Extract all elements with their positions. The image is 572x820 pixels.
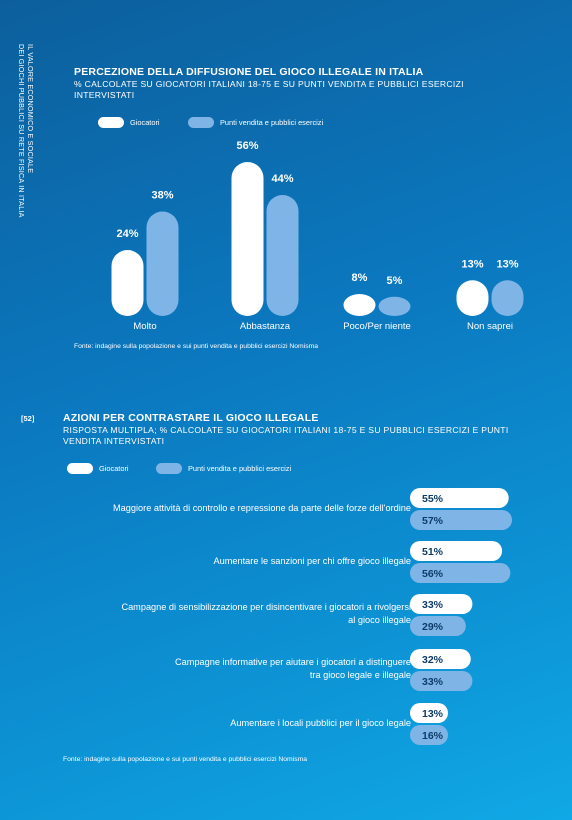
chart2-bar-giocatori-1 [410, 488, 509, 508]
chart2-legend-label-2: Punti vendita e pubblici esercizi [188, 464, 292, 473]
chart2-bar-punti-4 [410, 671, 473, 691]
chart1-subtitle: % CALCOLATE SU GIOCATORI ITALIANI 18-75 … [74, 79, 464, 100]
chart2-bar-punti-2 [410, 563, 511, 583]
chart2-category-line: al gioco illegale [348, 615, 411, 625]
chart1-value-label-giocatori-1: 24% [116, 228, 138, 240]
legend-swatch-white [98, 117, 124, 128]
chart2-category-label-2: Aumentare le sanzioni per chi offre gioc… [51, 555, 411, 568]
chart1-category-label-2: Abbastanza [240, 321, 291, 332]
chart2-subtitle: RISPOSTA MULTIPLA; % CALCOLATE SU GIOCAT… [63, 425, 509, 446]
chart1-value-label-giocatori-4: 13% [461, 258, 483, 270]
chart1-title: PERCEZIONE DELLA DIFFUSIONE DEL GIOCO IL… [74, 66, 424, 78]
chart2-value-label-giocatori-2: 51% [422, 546, 444, 558]
chart2-bar-punti-3 [410, 616, 466, 636]
chart1-value-label-punti-4: 13% [496, 258, 518, 270]
chart1-category-label-3: Poco/Per niente [343, 321, 411, 332]
chart1-category-label-1: Molto [133, 321, 156, 332]
chart1-source: Fonte: indagine sulla popolazione e sui … [74, 343, 319, 350]
chart2-value-label-giocatori-5: 13% [422, 708, 444, 720]
chart1-legend-label-2: Punti vendita e pubblici esercizi [220, 118, 324, 127]
chart2-category-label-4: Campagne informative per aiutare i gioca… [51, 656, 411, 682]
chart2-category-label-3: Campagne di sensibilizzazione per disinc… [51, 601, 411, 627]
chart2-value-label-punti-1: 57% [422, 515, 444, 527]
chart2-category-line: tra gioco legale e illegale [309, 670, 411, 680]
chart1-legend-label-1: Giocatori [130, 118, 160, 127]
chart2-bar-giocatori-5 [410, 703, 448, 723]
chart2-category-line: Campagne di sensibilizzazione per disinc… [121, 602, 411, 612]
chart1-bar-punti-4 [491, 280, 524, 316]
chart1-value-label-punti-3: 5% [387, 275, 403, 287]
chart1-value-label-punti-1: 38% [151, 190, 173, 202]
chart2-legend-punti: Punti vendita e pubblici esercizi [156, 463, 291, 474]
legend-swatch-blue [188, 117, 214, 128]
chart1-bar-giocatori-1 [111, 250, 144, 316]
chart2-title: AZIONI PER CONTRASTARE IL GIOCO ILLEGALE [63, 412, 319, 424]
chart1-bar-punti-2 [266, 195, 299, 316]
legend-swatch-white [67, 463, 93, 474]
chart1-legend-punti: Punti vendita e pubblici esercizi [188, 117, 323, 128]
chart2-category-line: Aumentare i locali pubblici per il gioco… [230, 717, 411, 728]
chart1-bar-giocatori-4 [456, 280, 489, 316]
chart2-category-label-1: Maggiore attività di controllo e repress… [51, 502, 411, 515]
chart2-value-label-giocatori-4: 32% [422, 654, 444, 666]
chart2-category-line: Campagne informative per aiutare i gioca… [175, 657, 411, 667]
chart2-bar-punti-1 [410, 510, 512, 530]
chart1-value-label-giocatori-3: 8% [352, 272, 368, 284]
chart1-value-label-punti-2: 44% [271, 173, 293, 185]
chart2-value-label-giocatori-1: 55% [422, 493, 444, 505]
chart2-bar-giocatori-3 [410, 594, 473, 614]
legend-swatch-blue [156, 463, 182, 474]
chart2-category-line: Aumentare le sanzioni per chi offre gioc… [213, 555, 411, 566]
chart2-bar-punti-5 [410, 725, 448, 745]
chart1-bar-punti-3 [378, 296, 411, 316]
chart1-legend-giocatori: Giocatori [98, 117, 160, 128]
chart1-bar-giocatori-2 [231, 162, 264, 316]
chart2-source: Fonte: indagine sulla popolazione e sui … [63, 756, 308, 763]
chart1-category-label-4: Non saprei [467, 321, 513, 332]
chart2-value-label-punti-5: 16% [422, 730, 444, 742]
page-number: [52] [21, 414, 35, 423]
chart2-legend-label-1: Giocatori [99, 464, 129, 473]
chart2-legend-giocatori: Giocatori [67, 463, 129, 474]
chart1-value-label-giocatori-2: 56% [236, 140, 258, 152]
chart2-category-line: Maggiore attività di controllo e repress… [113, 502, 411, 513]
chart2-bar-giocatori-2 [410, 541, 503, 561]
chart2-value-label-punti-3: 29% [422, 621, 444, 633]
chart2-category-label-5: Aumentare i locali pubblici per il gioco… [51, 717, 411, 730]
chart2-value-label-giocatori-3: 33% [422, 599, 444, 611]
chart2-value-label-punti-4: 33% [422, 676, 444, 688]
chart2-value-label-punti-2: 56% [422, 568, 444, 580]
chart2-bar-giocatori-4 [410, 649, 471, 669]
chart1-bar-punti-1 [146, 211, 179, 316]
chart1-bar-giocatori-3 [343, 294, 376, 316]
